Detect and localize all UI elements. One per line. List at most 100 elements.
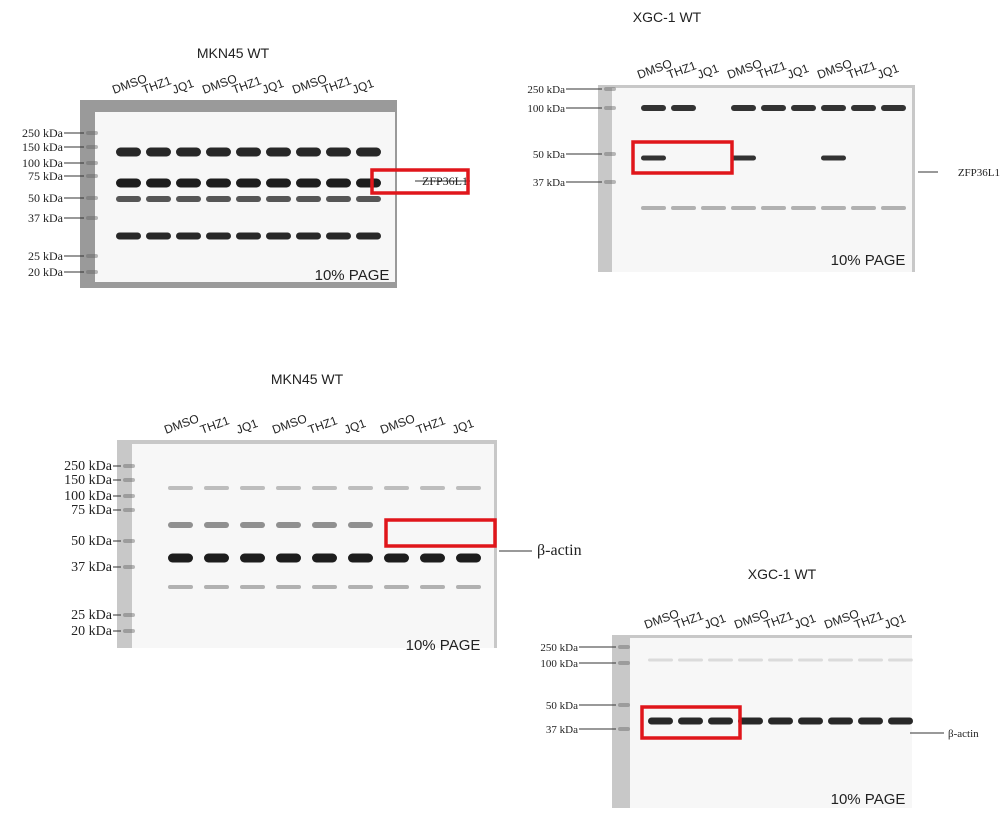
protein-band <box>671 105 696 111</box>
protein-band <box>738 717 763 725</box>
ladder-band <box>618 661 630 665</box>
protein-band <box>168 585 193 589</box>
ladder-band <box>123 613 135 617</box>
protein-band <box>641 105 666 111</box>
protein-band <box>881 206 906 210</box>
ladder-band <box>618 645 630 649</box>
protein-band <box>236 232 261 240</box>
lane-label: JQ1 <box>170 76 196 97</box>
lane-label: JQ1 <box>702 611 728 632</box>
marker-label: 37 kDa <box>546 724 578 736</box>
protein-band <box>456 486 481 490</box>
lane-label: JQ1 <box>882 611 908 632</box>
protein-band <box>146 196 171 202</box>
protein-band <box>240 522 265 528</box>
protein-band <box>236 196 261 202</box>
ladder-band <box>123 494 135 498</box>
protein-band <box>146 178 171 188</box>
target-label: ZFP36L1 <box>958 167 1000 179</box>
protein-band <box>798 658 823 662</box>
protein-band <box>176 178 201 188</box>
protein-band <box>276 522 301 528</box>
protein-band <box>116 196 141 202</box>
lane-label: JQ1 <box>785 61 811 82</box>
protein-band <box>851 206 876 210</box>
ladder-band <box>86 216 98 220</box>
protein-band <box>821 155 846 161</box>
marker-label: 20 kDa <box>71 624 113 639</box>
protein-band <box>768 717 793 725</box>
protein-band <box>312 553 337 563</box>
protein-band <box>701 206 726 210</box>
ladder-band <box>86 161 98 165</box>
protein-band <box>731 105 756 111</box>
lane-label: JQ1 <box>450 416 476 437</box>
ladder-band <box>618 727 630 731</box>
marker-label: 25 kDa <box>28 249 64 263</box>
protein-band <box>648 717 673 725</box>
protein-band <box>266 178 291 188</box>
marker-label: 100 kDa <box>540 658 578 670</box>
protein-band <box>731 206 756 210</box>
protein-band <box>206 178 231 188</box>
ladder-band <box>86 145 98 149</box>
ladder-band <box>604 106 616 110</box>
panel-title: MKN45 WT <box>197 45 270 61</box>
protein-band <box>356 232 381 240</box>
protein-band <box>821 105 846 111</box>
protein-band <box>671 206 696 210</box>
gel-label: 10% PAGE <box>406 637 481 654</box>
marker-label: 50 kDa <box>546 700 578 712</box>
highlight-box <box>640 705 742 740</box>
target-label: ZFP36L1 <box>422 174 468 188</box>
lane-label: JQ1 <box>234 416 260 437</box>
marker-label: 100 kDa <box>527 103 565 115</box>
protein-band <box>326 178 351 188</box>
lane-label: THZ1 <box>198 413 231 437</box>
protein-band <box>761 105 786 111</box>
marker-label: 37 kDa <box>71 560 113 575</box>
target-label: β-actin <box>537 542 582 559</box>
marker-label: 25 kDa <box>71 608 113 623</box>
lane-label: DMSO <box>162 411 201 436</box>
marker-label: 100 kDa <box>22 156 64 170</box>
gel-label: 10% PAGE <box>831 252 906 269</box>
protein-band <box>276 585 301 589</box>
ladder-band <box>86 131 98 135</box>
ladder-band <box>123 508 135 512</box>
protein-band <box>204 585 229 589</box>
lane-label: JQ1 <box>792 611 818 632</box>
protein-band <box>384 585 409 589</box>
protein-band <box>420 486 445 490</box>
lane-label: THZ1 <box>414 413 447 437</box>
protein-band <box>828 658 853 662</box>
protein-band <box>266 196 291 202</box>
panel-title: XGC-1 WT <box>633 9 702 25</box>
protein-band <box>456 553 481 563</box>
protein-band <box>456 585 481 589</box>
protein-band <box>326 232 351 240</box>
protein-band <box>648 658 673 662</box>
protein-band <box>168 486 193 490</box>
protein-band <box>204 522 229 528</box>
marker-label: 250 kDa <box>64 459 113 474</box>
ladder-band <box>86 196 98 200</box>
ladder-band <box>618 703 630 707</box>
protein-band <box>116 147 141 157</box>
protein-band <box>738 658 763 662</box>
ladder-band <box>604 180 616 184</box>
ladder-band <box>86 270 98 274</box>
protein-band <box>356 178 381 188</box>
protein-band <box>176 196 201 202</box>
protein-band <box>276 486 301 490</box>
protein-band <box>296 232 321 240</box>
gel-label: 10% PAGE <box>315 267 390 284</box>
ladder-band <box>123 565 135 569</box>
ladder-band <box>86 254 98 258</box>
lane-label: JQ1 <box>350 76 376 97</box>
protein-band <box>888 658 913 662</box>
protein-band <box>384 486 409 490</box>
protein-band <box>678 717 703 725</box>
